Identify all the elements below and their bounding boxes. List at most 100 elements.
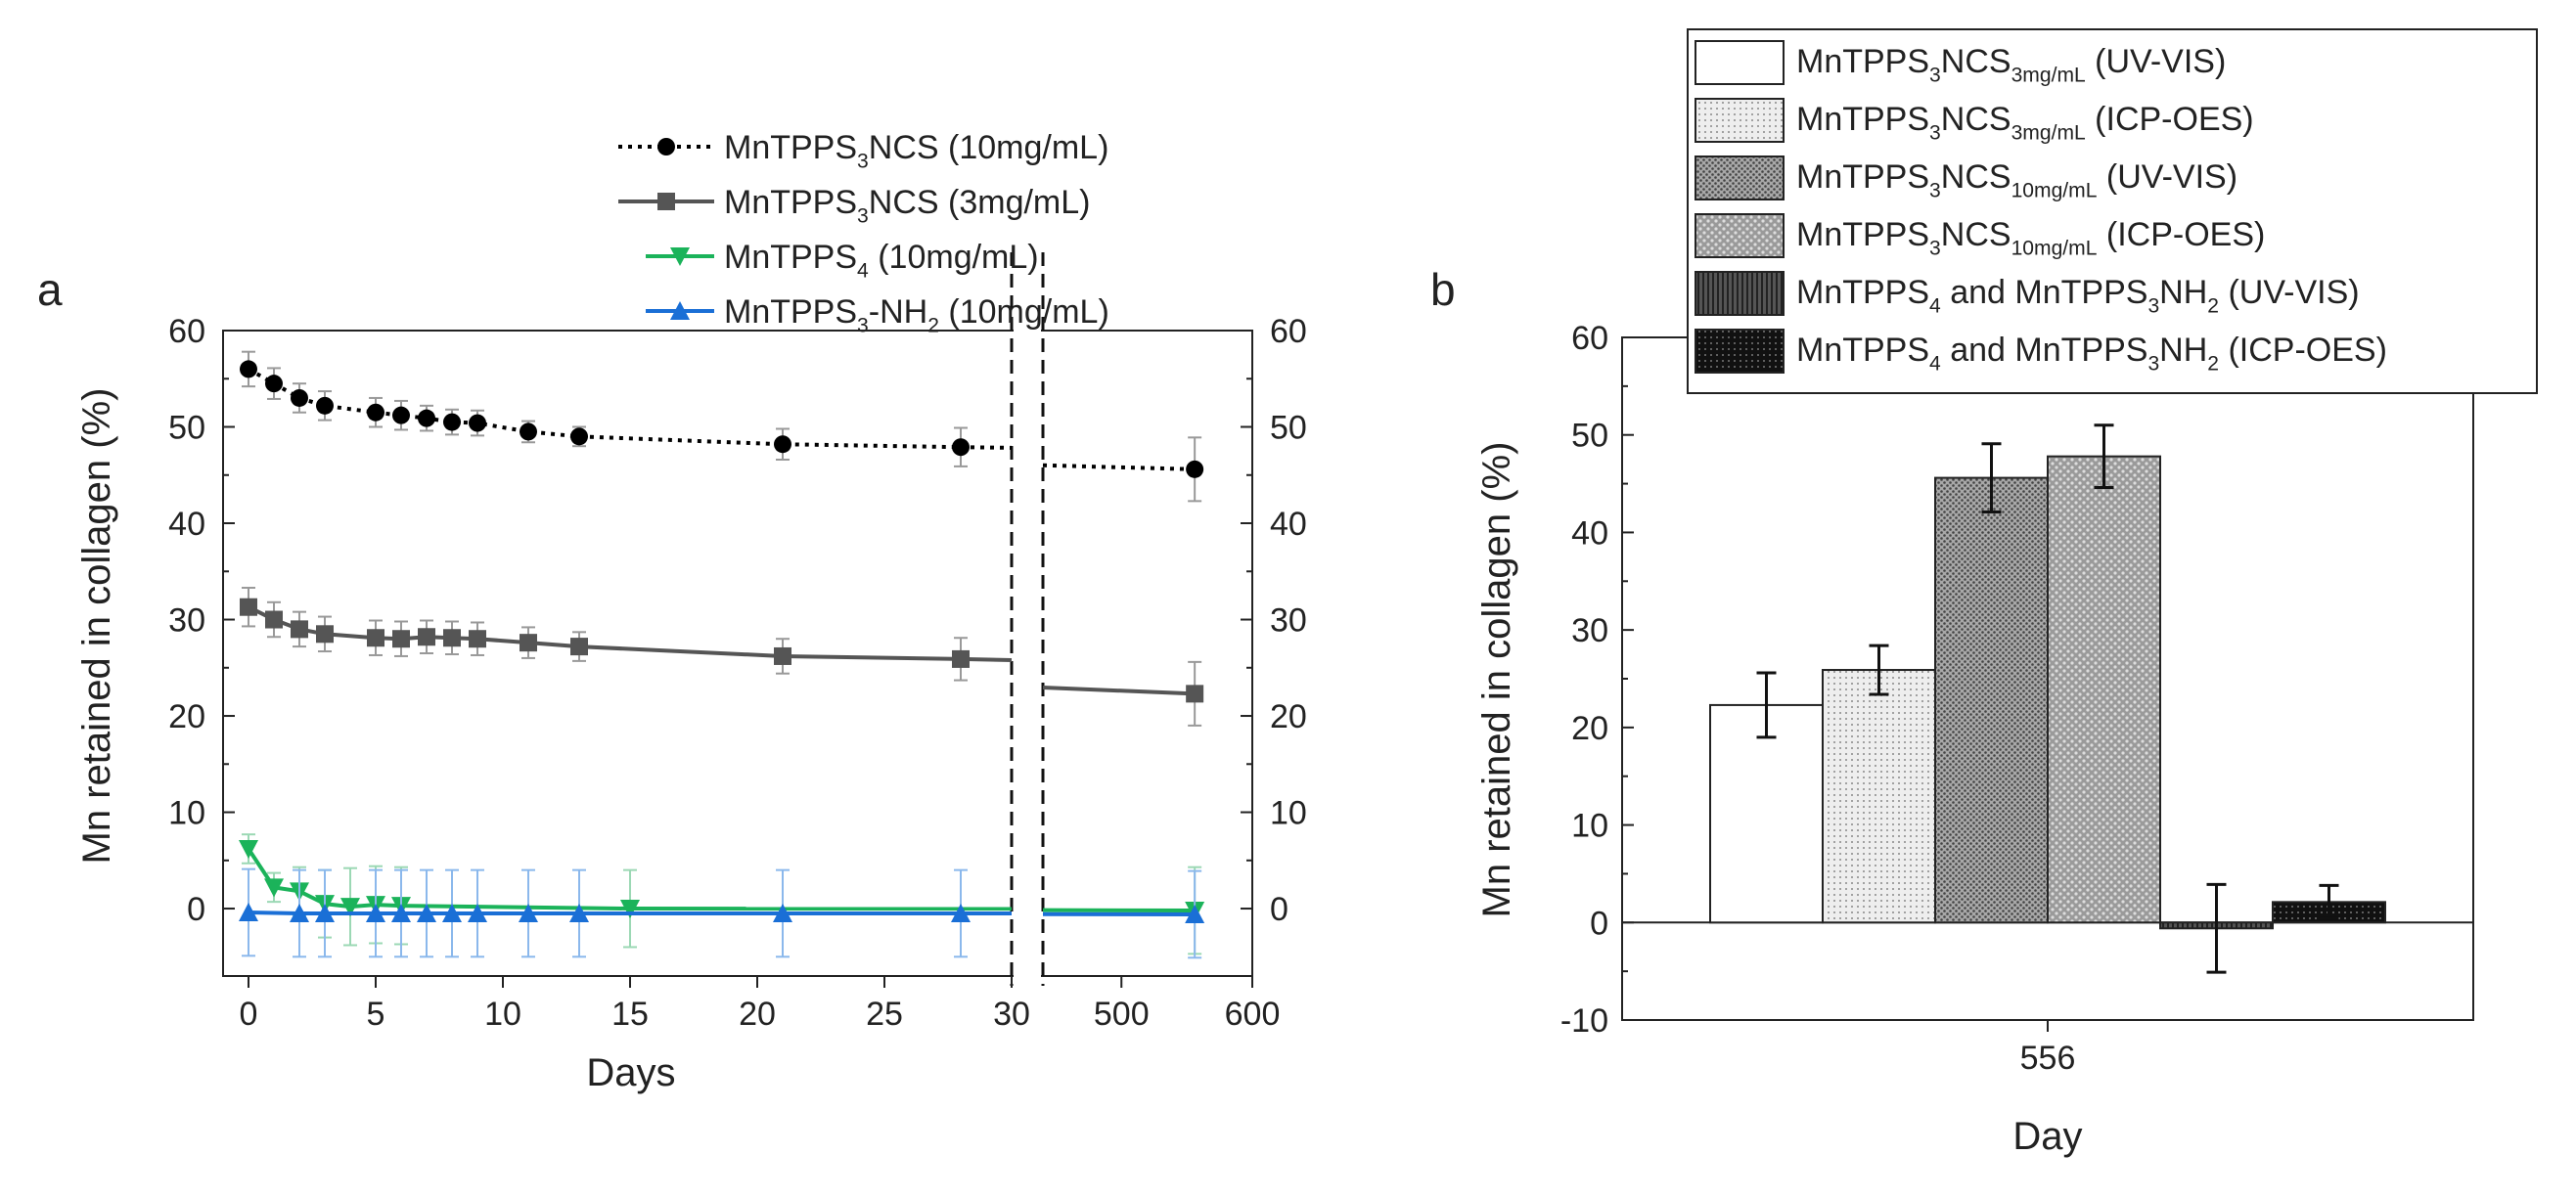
x-tick-label: 10: [484, 996, 521, 1033]
data-point: [316, 625, 334, 644]
legend-swatch: [1695, 155, 1785, 200]
y-tick-label: 60: [168, 313, 205, 350]
y-tick-label: 40: [1571, 514, 1608, 552]
x-tick-label: 20: [739, 996, 776, 1033]
series-0: [240, 350, 1204, 503]
data-point: [952, 438, 970, 457]
y-tick-label-right: 0: [1270, 891, 1288, 928]
legend-entry: MnTPPS4 and MnTPPS3NH2 (UV-VIS): [1796, 274, 2360, 318]
data-point: [443, 629, 461, 647]
legend-marker: [657, 193, 675, 210]
legend-marker: [670, 301, 690, 320]
data-point: [1185, 904, 1205, 923]
x-tick-label: 30: [993, 996, 1030, 1033]
x-tick-label: 500: [1094, 996, 1150, 1033]
y-tick-label: -10: [1560, 1002, 1608, 1040]
data-point: [392, 406, 410, 424]
data-point: [773, 903, 792, 922]
legend-swatch: [1695, 271, 1785, 316]
axis-break-gap: [1014, 329, 1041, 978]
data-point: [239, 839, 258, 859]
data-point: [569, 903, 589, 922]
legend-entry: MnTPPS3NCS3mg/mL (UV-VIS): [1796, 43, 2226, 87]
y-tick-label: 10: [168, 795, 205, 832]
bar: [1934, 476, 2049, 924]
panel-label-a: a: [37, 264, 63, 315]
series-line-extension: [1042, 685, 1196, 696]
y-tick-label-right: 20: [1270, 698, 1307, 735]
data-point: [391, 903, 411, 922]
data-point: [291, 388, 308, 407]
series-1: [240, 587, 1204, 727]
data-point: [570, 638, 588, 656]
data-point: [315, 903, 335, 922]
legend-marker: [670, 247, 690, 266]
y-tick-label: 20: [168, 698, 205, 735]
data-point: [239, 902, 258, 921]
series-line: [248, 604, 962, 661]
legend-entry: MnTPPS3NCS (10mg/mL): [724, 129, 1108, 173]
data-point: [1186, 460, 1204, 478]
legend-entry: MnTPPS3NCS10mg/mL (UV-VIS): [1796, 158, 2237, 202]
x-tick-label: 600: [1225, 996, 1281, 1033]
panel-label-b: b: [1430, 264, 1456, 315]
data-point: [620, 900, 640, 919]
x-tick-label: 0: [240, 996, 258, 1033]
series-2: [239, 833, 1205, 955]
x-tick-label: 25: [866, 996, 903, 1033]
series-3: [239, 867, 1205, 959]
data-point: [340, 898, 360, 917]
y-tick-label: 60: [1571, 320, 1608, 357]
bar: [1822, 669, 1936, 924]
series-line: [247, 847, 631, 911]
data-point: [366, 903, 385, 922]
y-tick-label: 40: [168, 506, 205, 543]
data-point: [951, 903, 971, 922]
chart-b-legend: MnTPPS3NCS3mg/mL (UV-VIS) MnTPPS3NCS3mg/m…: [1687, 28, 2538, 394]
data-point: [392, 630, 410, 648]
data-point: [952, 649, 970, 668]
data-point: [520, 422, 537, 441]
data-point: [265, 610, 283, 629]
y-tick-label-right: 10: [1270, 795, 1307, 832]
chart-b-y-axis-label: Mn retained in collagen (%): [1475, 442, 1518, 918]
legend-swatch: [1695, 40, 1785, 85]
series-line-extension: [960, 445, 1013, 450]
legend-box: [1687, 28, 2538, 394]
chart-a-frame: [222, 330, 1253, 977]
data-point: [418, 409, 435, 427]
data-point: [265, 375, 283, 393]
legend-swatch: [1695, 98, 1785, 143]
legend-entry: MnTPPS3NCS3mg/mL (ICP-OES): [1796, 101, 2254, 145]
chart-b-axes: -10 0 10 20 30 40 50 60 556: [1560, 320, 2474, 1077]
chart-a-x-axis-label: Days: [586, 1051, 675, 1094]
y-tick-label-right: 50: [1270, 410, 1307, 447]
legend-marker: [657, 138, 675, 155]
data-point: [468, 903, 487, 922]
data-point: [519, 903, 538, 922]
y-tick-label: 50: [1571, 418, 1608, 455]
x-category-label: 556: [2020, 1040, 2076, 1077]
legend-swatch: [1695, 213, 1785, 258]
series-line: [248, 910, 961, 915]
data-point: [570, 427, 588, 446]
data-point: [1186, 685, 1204, 703]
data-point: [442, 903, 462, 922]
x-tick-label: 5: [367, 996, 385, 1033]
y-tick-label: 30: [168, 602, 205, 640]
y-tick-label: 0: [1590, 905, 1608, 942]
y-tick-label: 0: [187, 891, 205, 928]
data-point: [240, 360, 257, 378]
legend-entry: MnTPPS3NCS (3mg/mL): [724, 184, 1090, 228]
y-tick-label: 10: [1571, 808, 1608, 845]
data-point: [240, 598, 257, 616]
chart-b-plot: [1709, 423, 2386, 974]
y-tick-label: 20: [1571, 710, 1608, 747]
data-point: [367, 403, 384, 422]
y-tick-label: 30: [1571, 612, 1608, 649]
y-tick-label-right: 60: [1270, 313, 1307, 350]
series-line: [248, 367, 962, 450]
data-point: [264, 878, 284, 898]
data-point: [417, 903, 436, 922]
